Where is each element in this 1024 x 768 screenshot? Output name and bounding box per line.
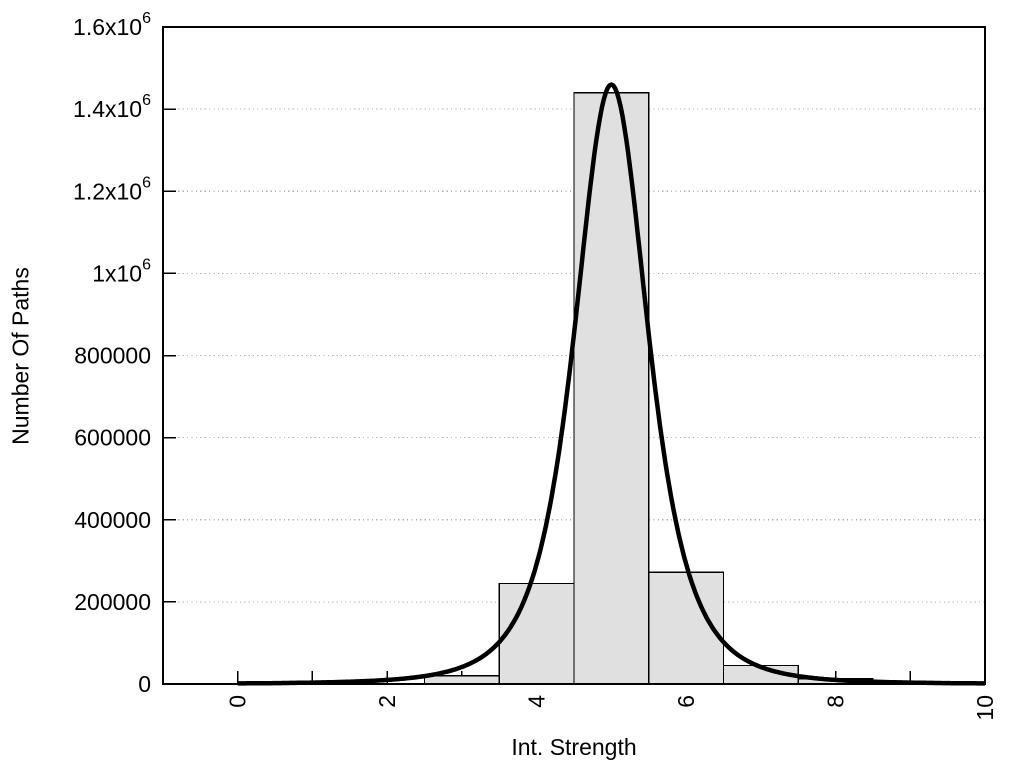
y-tick-label: 800000 [74, 343, 151, 369]
y-tick-exponent: 6 [142, 256, 151, 273]
y-tick-label: 200000 [74, 589, 151, 615]
y-tick-exponent: 6 [142, 174, 151, 191]
y-tick-exponent: 6 [142, 10, 151, 27]
y-tick-label: 1.2x106 [73, 174, 151, 205]
histogram-bar [423, 675, 500, 685]
y-tick-label: 0 [138, 671, 151, 697]
x-tick-label: 8 [823, 695, 849, 708]
y-tick-label: 1.6x106 [73, 10, 151, 41]
plot-border [162, 26, 986, 685]
histogram-bar [573, 92, 650, 685]
y-axis-title: Number Of Paths [7, 267, 34, 445]
x-tick-label: 4 [524, 695, 550, 708]
histogram-bar [498, 582, 575, 685]
y-tick-exponent: 6 [142, 92, 151, 109]
y-tick-label: 1x106 [92, 256, 151, 287]
fit-curve [237, 82, 986, 686]
x-tick-label: 6 [673, 695, 699, 708]
x-axis-title: Int. Strength [511, 734, 637, 760]
x-tick-label: 2 [374, 695, 400, 708]
y-tick-label: 1.4x106 [73, 92, 151, 123]
y-tick-label: 600000 [74, 425, 151, 451]
y-tick-label: 400000 [74, 507, 151, 533]
x-tick-label: 10 [972, 695, 998, 721]
x-tick-label: 0 [225, 695, 251, 708]
